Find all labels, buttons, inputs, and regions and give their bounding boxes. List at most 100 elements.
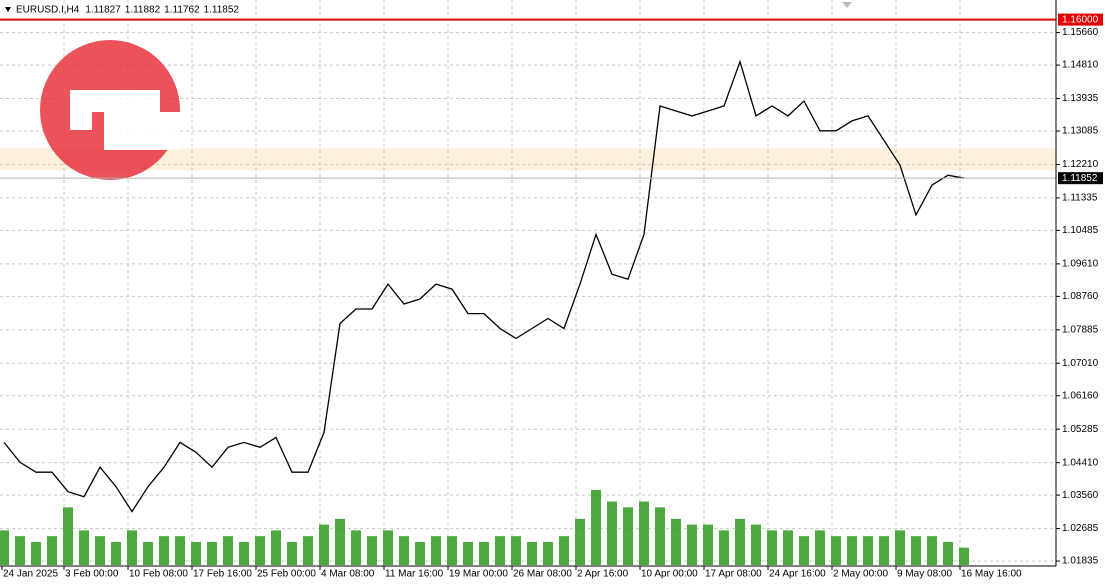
volume-bar xyxy=(687,524,697,565)
volume-bar xyxy=(175,536,185,565)
symbol: EURUSD.I,H4 xyxy=(16,5,80,16)
volume-bar xyxy=(655,507,665,565)
y-tick-label: 1.10485 xyxy=(1062,225,1099,236)
x-tick-label: 19 Mar 00:00 xyxy=(449,569,508,580)
volume-bar xyxy=(511,536,521,565)
volume-bar xyxy=(735,518,745,565)
volume-bar xyxy=(879,536,889,565)
logo xyxy=(40,40,180,180)
volume-bar xyxy=(543,541,553,565)
ohlc-value: 1.11827 xyxy=(85,5,121,16)
menu-arrow[interactable] xyxy=(5,7,11,12)
volume-bar xyxy=(671,518,681,565)
volume-bar xyxy=(607,501,617,565)
volume-bar xyxy=(239,541,249,565)
volume-bar xyxy=(815,530,825,565)
ohlc-value: 1.11762 xyxy=(164,5,200,16)
x-tick-label: 26 Mar 08:00 xyxy=(513,569,572,580)
volume-bar xyxy=(751,524,761,565)
x-tick-label: 10 Apr 00:00 xyxy=(641,569,698,580)
y-tick-label: 1.07885 xyxy=(1062,324,1099,335)
y-tick-label: 1.08760 xyxy=(1062,291,1099,302)
volume-bar xyxy=(575,518,585,565)
volume-bar xyxy=(15,536,25,565)
volume-bar xyxy=(799,536,809,565)
ohlc-value: 1.11882 xyxy=(125,5,161,16)
logo-mark xyxy=(70,90,160,150)
y-tick-label: 1.05285 xyxy=(1062,424,1099,435)
volume-bar xyxy=(191,541,201,565)
x-tick-label: 9 May 08:00 xyxy=(897,569,952,580)
y-tick-label: 1.04410 xyxy=(1062,457,1099,468)
volume-bar xyxy=(111,541,121,565)
ohlc-value: 1.11852 xyxy=(204,5,240,16)
volume-bar xyxy=(287,541,297,565)
volume-bar xyxy=(367,536,377,565)
y-tick-label: 1.13935 xyxy=(1062,93,1099,104)
volume-bar xyxy=(719,530,729,565)
volume-bar xyxy=(79,530,89,565)
volume-bar xyxy=(959,547,969,565)
volume-bar xyxy=(351,530,361,565)
level-label: 1.16000 xyxy=(1062,14,1099,25)
y-tick-label: 1.01835 xyxy=(1062,556,1099,567)
volume-bar xyxy=(847,536,857,565)
y-tick-label: 1.14810 xyxy=(1062,60,1099,71)
y-tick-label: 1.13085 xyxy=(1062,126,1099,137)
level-tag xyxy=(1058,13,1103,26)
x-tick-label: 24 Apr 16:00 xyxy=(769,569,826,580)
volume-bar xyxy=(703,524,713,565)
volume-bar xyxy=(447,536,457,565)
volume-bar xyxy=(95,536,105,565)
y-tick-label: 1.09610 xyxy=(1062,259,1099,270)
x-tick-label: 2 May 00:00 xyxy=(833,569,888,580)
logo-mark xyxy=(128,112,180,150)
volume-bar xyxy=(223,536,233,565)
volume-bar xyxy=(863,536,873,565)
volume-bar xyxy=(271,530,281,565)
volume-bar xyxy=(527,541,537,565)
x-tick-label: 25 Feb 00:00 xyxy=(257,569,316,580)
volume-bar xyxy=(943,541,953,565)
y-tick-label: 1.03560 xyxy=(1062,490,1099,501)
volume-bar xyxy=(895,530,905,565)
x-tick-label: 3 Feb 00:00 xyxy=(65,569,119,580)
y-tick-label: 1.12210 xyxy=(1062,159,1099,170)
y-tick-label: 1.06160 xyxy=(1062,390,1099,401)
y-tick-label: 1.02685 xyxy=(1062,523,1099,534)
volume-bar xyxy=(623,507,633,565)
volume-bar xyxy=(767,530,777,565)
volume-bar xyxy=(415,541,425,565)
volume-bar xyxy=(479,541,489,565)
volume-bar xyxy=(831,536,841,565)
volume-bar xyxy=(127,530,137,565)
volume-bar xyxy=(335,518,345,565)
volume-bar xyxy=(783,530,793,565)
shift-marker xyxy=(842,2,852,8)
x-tick-label: 2 Apr 16:00 xyxy=(577,569,629,580)
volume-bar xyxy=(591,490,601,565)
x-tick-label: 24 Jan 2025 xyxy=(3,569,58,580)
volume-bar xyxy=(255,536,265,565)
volume-bar xyxy=(207,541,217,565)
x-tick-label: 11 Mar 16:00 xyxy=(385,569,444,580)
volume-bar xyxy=(495,536,505,565)
y-tick-label: 1.11335 xyxy=(1062,193,1098,204)
x-tick-label: 16 May 16:00 xyxy=(961,569,1022,580)
volume-bar xyxy=(143,541,153,565)
volume-bar xyxy=(911,536,921,565)
volume-bar xyxy=(63,507,73,565)
volume-bar xyxy=(639,501,649,565)
volume-bar xyxy=(159,536,169,565)
price-line xyxy=(3,59,965,513)
last-price-tag xyxy=(1058,172,1103,185)
volume-bar xyxy=(431,536,441,565)
x-tick-label: 4 Mar 08:00 xyxy=(321,569,375,580)
volume-bar xyxy=(47,536,57,565)
y-tick-label: 1.15660 xyxy=(1062,27,1099,38)
volume-bar xyxy=(927,536,937,565)
y-tick-label: 1.07010 xyxy=(1062,358,1099,369)
volume-bar xyxy=(383,530,393,565)
